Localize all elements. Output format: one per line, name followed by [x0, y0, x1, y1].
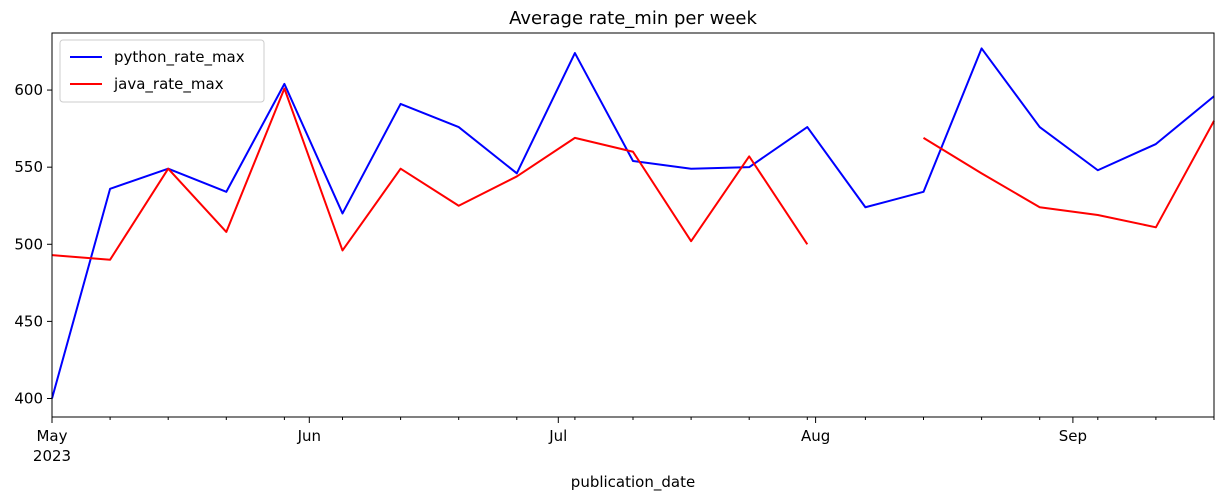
series-line-python_rate_max — [51, 47, 1215, 399]
y-tick-label-500: 500 — [14, 235, 43, 253]
x-axis-label: publication_date — [571, 473, 695, 492]
legend-label-java_rate_max: java_rate_max — [113, 75, 224, 94]
y-tick-label-550: 550 — [14, 158, 43, 176]
series-line-java_rate_max-segment-2 — [922, 120, 1215, 229]
x-tick-label-Jul: Jul — [548, 427, 567, 445]
x-tick-label-May: May — [36, 427, 67, 445]
chart-title: Average rate_min per week — [509, 8, 757, 29]
y-tick-label-450: 450 — [14, 312, 43, 330]
y-tick-label-600: 600 — [14, 81, 43, 99]
x-tick-sublabel-2023: 2023 — [33, 447, 71, 465]
plot-area — [51, 47, 1215, 399]
legend-box — [59, 39, 265, 103]
series-line-java_rate_max-segment-1 — [51, 87, 809, 261]
legend-label-python_rate_max: python_rate_max — [114, 48, 245, 67]
legend: python_rate_max java_rate_max — [59, 39, 265, 103]
x-tick-label-Sep: Sep — [1059, 427, 1087, 445]
y-tick-label-400: 400 — [14, 389, 43, 407]
axes: 400 450 500 550 600 May 2023 Jun Jul Aug Sep — [14, 32, 1215, 465]
x-tick-label-Jun: Jun — [297, 427, 321, 445]
x-tick-label-Aug: Aug — [801, 427, 830, 445]
